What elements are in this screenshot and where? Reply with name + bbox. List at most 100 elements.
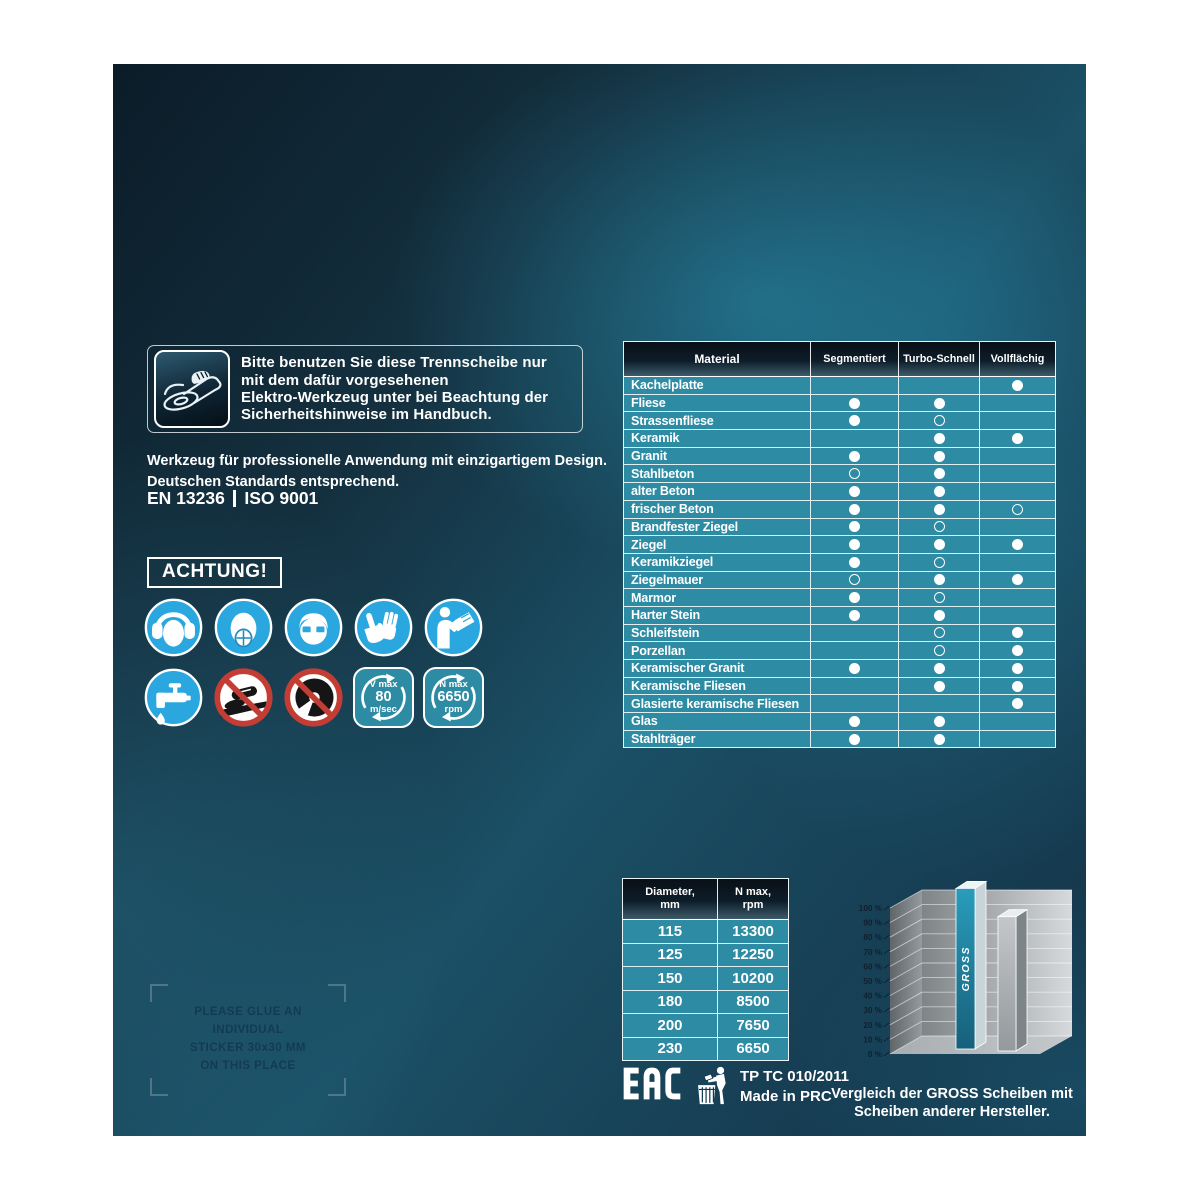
material-row: Fliese [624,393,1055,412]
filled-dot [849,556,860,568]
filled-dot [933,539,945,551]
svg-text:100 %: 100 % [859,904,883,913]
filled-dot [933,503,945,515]
text-line: mm [660,899,680,911]
size-cell: 13300 [717,920,788,943]
material-cell [898,642,979,659]
mandatory-icons-row [143,597,484,658]
material-name: Glas [631,714,658,729]
size-row: 115 13300 [623,920,788,943]
size-cell: 7650 [717,1014,788,1037]
outline-dot [933,627,945,639]
material-cell [979,713,1055,730]
outline-dot [933,415,945,427]
material-cell [810,730,898,748]
material-cell [898,624,979,642]
size-cell: 115 [657,922,683,940]
svg-text:20 %: 20 % [863,1021,882,1030]
filled-dot [933,397,945,409]
material-cell [810,447,898,465]
material-cell [810,465,898,483]
material-name: alter Beton [631,484,695,499]
no-side-grinding-icon [213,667,274,728]
vmax-value: 80 [375,688,392,705]
header-segmentiert: Segmentiert [810,342,898,376]
material-cell [979,571,1055,589]
material-cell [979,606,1055,624]
text-line: Werkzeug für professionelle Anwendung mi… [147,453,608,469]
no-damaged-disc-icon [283,667,344,728]
material-cell [898,412,979,430]
filled-dot [933,715,945,727]
circular-arrows-icon [361,673,406,722]
material-table-header: Material Segmentiert Turbo-Schnell Vollf… [624,342,1055,377]
outline-dot [849,468,860,480]
protective-gloves-icon [353,597,414,658]
header-turbo-schnell: Turbo-Schnell [898,342,979,376]
material-name: Stahlbeton [631,466,695,481]
crop-mark [150,1078,168,1096]
material-cell [979,483,1055,500]
material-cell [898,430,979,447]
material-name: Keramikziegel [631,555,714,570]
material-cell [810,500,898,518]
filled-dot [849,592,860,604]
text-line: Diameter, [645,886,695,899]
material-row: Keramische Fliesen [624,676,1055,695]
origin-text: Made in PRC [740,1088,832,1106]
material-cell [810,483,898,500]
material-cell [810,642,898,659]
material-row: Keramischer Granit [624,659,1055,677]
material-cell [810,518,898,536]
material-name: Strassenfliese [631,413,714,428]
vmax-badge: V max 80 m/sec [353,667,414,728]
size-cell: 230 [657,1040,683,1058]
material-cell [979,624,1055,642]
size-row: 125 12250 [623,942,788,966]
filled-dot [849,485,860,497]
material-cell [810,536,898,553]
size-row: 180 8500 [623,989,788,1013]
material-name: Fliese [631,396,666,411]
usage-notice-box: Bitte benutzen Sie diese Trennscheibe nu… [147,345,583,433]
size-row: 230 6650 [623,1036,788,1060]
eye-protection-icon [283,597,344,658]
nmax-label: N max [439,678,468,690]
material-cell [810,553,898,571]
sticker-placeholder: PLEASE GLUE AN INDIVIDUAL STICKER 30x30 MM… [150,984,346,1096]
header-nmax: N max, rpm [717,879,788,919]
material-cell [979,553,1055,571]
text-line: N max, [734,886,772,899]
outline-dot [933,556,945,568]
material-cell [898,377,979,394]
material-cell [898,500,979,518]
filled-dot [933,432,945,444]
svg-text:40 %: 40 % [863,992,882,1001]
material-name: Keramik [631,431,680,446]
svg-text:80 %: 80 % [863,933,882,942]
material-name: Granit [631,449,667,464]
material-row: Marmor [624,588,1055,606]
size-cell: 12250 [717,943,788,966]
ear-protection-icon [143,597,204,658]
material-cell [810,412,898,430]
size-cell: 200 [657,1016,683,1034]
warning-heading: ACHTUNG! [147,557,283,588]
crop-mark [328,1078,346,1096]
sticker-instruction-text: PLEASE GLUE AN INDIVIDUAL STICKER 30x30 MM… [150,984,346,1096]
angle-grinder-icon [154,350,230,428]
size-cell: 6650 [717,1037,788,1060]
filled-dot [933,733,945,745]
material-cell [898,465,979,483]
material-row: Porzellan [624,641,1055,659]
material-cell [810,377,898,394]
svg-text:50 %: 50 % [863,977,882,986]
safety-icons-row: V max 80 m/sec N max 6650 rpm [143,667,484,728]
filled-dot [933,662,945,674]
filled-dot [1012,680,1023,692]
text-line: ON THIS PLACE [200,1059,296,1072]
material-cell [979,447,1055,465]
professional-use-text: Werkzeug für professionelle Anwendung mi… [147,451,607,493]
material-name: Kachelplatte [631,378,704,393]
comparison-chart-block: 0 % 10 % 20 % 30 % 40 % 50 % 60 % 70 % 80 % 90 % 1… [826,856,1078,1121]
